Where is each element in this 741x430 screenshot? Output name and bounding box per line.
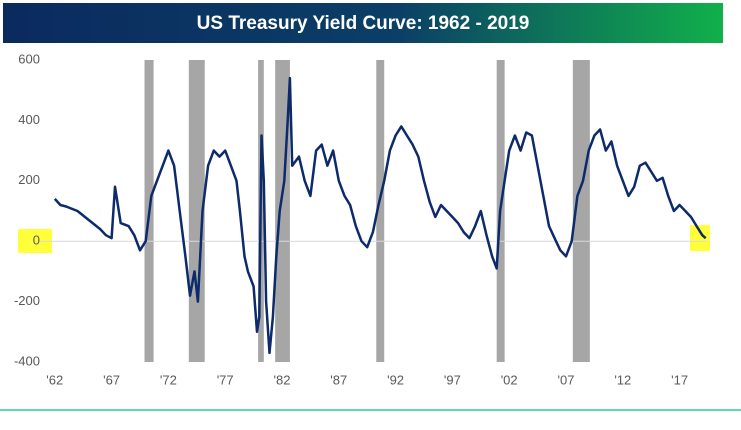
y-tick-label: -400 <box>14 353 40 368</box>
y-tick-label: 600 <box>18 51 40 66</box>
recession-band <box>376 60 385 362</box>
y-tick-label: -200 <box>14 293 40 308</box>
x-tick-label: '17 <box>671 372 688 387</box>
x-tick-label: '87 <box>330 372 347 387</box>
x-tick-label: '82 <box>274 372 291 387</box>
chart-title: US Treasury Yield Curve: 1962 - 2019 <box>197 13 530 34</box>
x-tick-label: '72 <box>160 372 177 387</box>
x-tick-label: '07 <box>558 372 575 387</box>
x-tick-label: '02 <box>501 372 518 387</box>
recession-band <box>572 60 590 362</box>
y-tick-label: 400 <box>18 112 40 127</box>
y-tick-label: 200 <box>18 172 40 187</box>
x-tick-label: '62 <box>46 372 63 387</box>
y-tick-label: 0 <box>33 233 40 248</box>
yield-line <box>53 76 707 355</box>
x-tick-label: '97 <box>444 372 461 387</box>
x-tick-label: '77 <box>217 372 234 387</box>
title-banner <box>3 3 723 43</box>
x-tick-label: '12 <box>614 372 631 387</box>
x-tick-label: '67 <box>103 372 120 387</box>
x-tick-label: '92 <box>387 372 404 387</box>
highlight <box>690 225 710 251</box>
